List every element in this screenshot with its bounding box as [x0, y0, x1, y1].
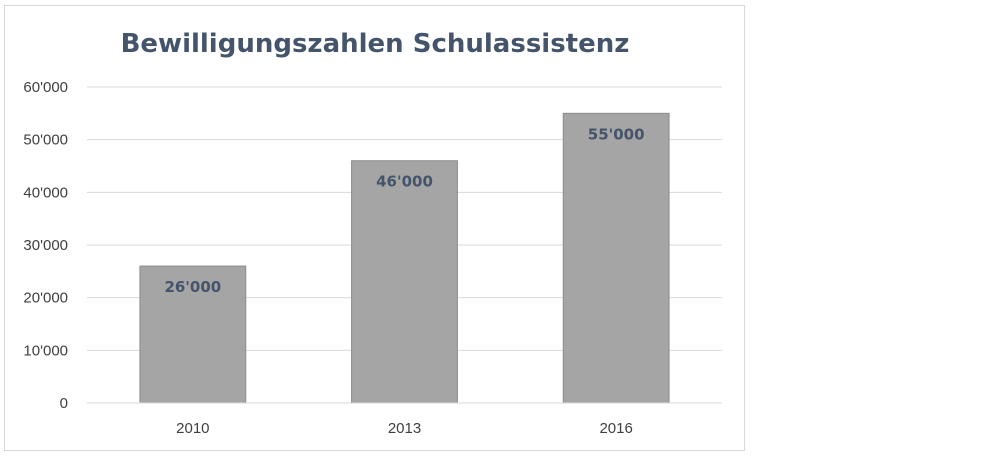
chart-title: Bewilligungszahlen Schulassistenz: [121, 29, 630, 59]
bar-2013: [351, 160, 458, 404]
y-tick-label: 60'000: [23, 79, 68, 96]
x-tick-label: 2010: [176, 420, 209, 437]
y-tick-label: 10'000: [23, 342, 68, 359]
y-tick-label: 30'000: [23, 237, 68, 254]
data-label: 55'000: [588, 125, 645, 143]
x-axis-tick-labels: 2010 2013 2016: [176, 420, 633, 437]
x-tick-label: 2013: [388, 420, 421, 437]
y-axis-tick-labels: 0 10'000 20'000 30'000 40'000 50'000 60'000: [23, 79, 68, 412]
y-tick-label: 0: [60, 395, 68, 412]
bar-2016: [562, 112, 670, 404]
bar-2010: [139, 265, 247, 404]
x-tick-label: 2016: [599, 420, 632, 437]
data-label: 26'000: [164, 278, 221, 296]
bars: [139, 112, 670, 404]
y-tick-label: 50'000: [23, 132, 68, 149]
data-labels: 26'000 46'000 55'000: [164, 125, 644, 296]
y-tick-label: 40'000: [23, 184, 68, 201]
y-tick-label: 20'000: [23, 290, 68, 307]
data-label: 46'000: [376, 173, 433, 191]
